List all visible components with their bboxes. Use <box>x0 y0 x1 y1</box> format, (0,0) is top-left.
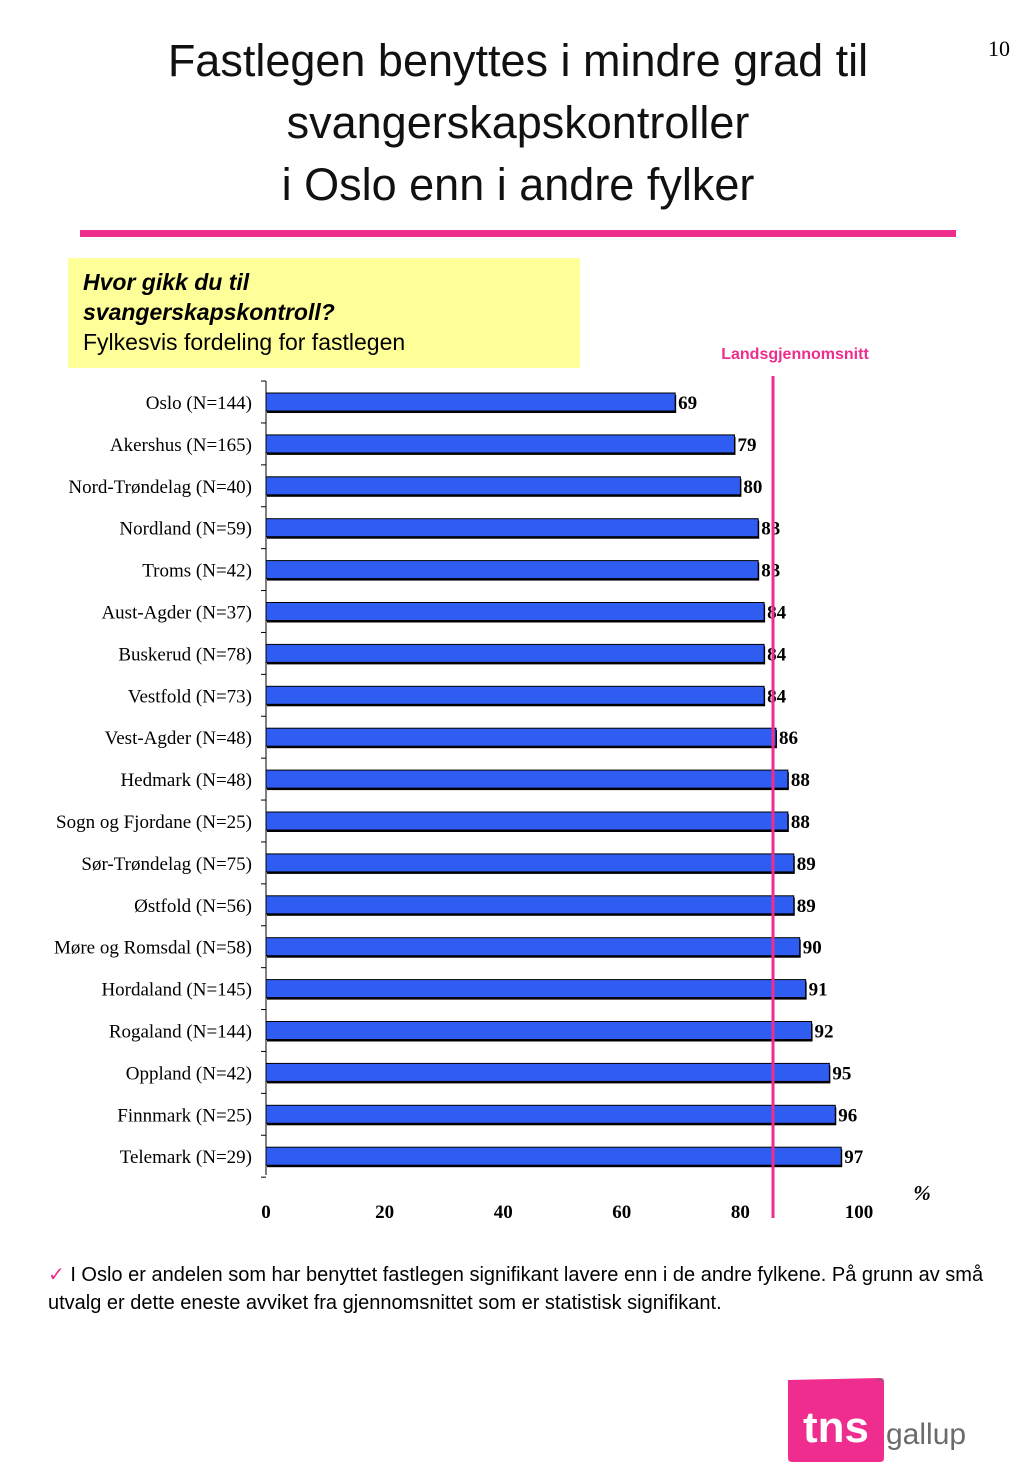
bar <box>265 937 801 957</box>
bar <box>265 769 789 789</box>
bar <box>265 811 789 831</box>
x-tick-label: 80 <box>731 1202 750 1223</box>
tns-gallup-logo: tns gallup ™ <box>788 1377 966 1462</box>
bar <box>265 1062 830 1082</box>
data-label: 84 <box>767 686 787 707</box>
x-tick-label: 60 <box>612 1202 631 1223</box>
question-subtitle: Fylkesvis fordeling for fastlegen <box>83 329 406 355</box>
category-label: Vestfold (N=73) <box>128 686 252 707</box>
x-tick-label: 0 <box>261 1202 271 1223</box>
x-tick-label: 20 <box>375 1202 394 1223</box>
data-label: 92 <box>815 1022 834 1043</box>
data-label: 84 <box>767 644 787 665</box>
category-label: Sør-Trøndelag (N=75) <box>81 854 252 875</box>
category-label: Telemark (N=29) <box>120 1147 252 1168</box>
data-label: 97 <box>844 1147 864 1168</box>
x-tick-label: 40 <box>494 1202 513 1223</box>
title-divider <box>80 230 956 237</box>
category-label: Akershus (N=165) <box>110 435 252 456</box>
category-label: Nord-Trøndelag (N=40) <box>68 477 252 498</box>
data-label: 86 <box>779 728 798 749</box>
category-label: Oppland (N=42) <box>126 1063 252 1084</box>
category-label: Hedmark (N=48) <box>120 770 252 791</box>
title-line-1: Fastlegen benyttes i mindre grad til <box>167 35 869 86</box>
data-label: 84 <box>767 603 787 624</box>
category-label: Buskerud (N=78) <box>118 644 252 665</box>
bar <box>265 1021 813 1040</box>
data-label: 83 <box>761 561 780 582</box>
bar <box>265 979 807 999</box>
category-label: Aust-Agder (N=37) <box>101 603 252 624</box>
x-tick-label: 100 <box>845 1202 874 1223</box>
category-label: Nordland (N=59) <box>119 519 252 540</box>
question-box: Hvor gikk du til svangerskapskontroll? F… <box>68 258 580 368</box>
data-label: 90 <box>803 938 822 959</box>
bar <box>265 1146 842 1166</box>
data-label: 83 <box>761 519 780 540</box>
bar <box>265 602 765 621</box>
bar <box>265 518 759 538</box>
category-label: Sogn og Fjordane (N=25) <box>56 812 252 833</box>
data-label: 95 <box>832 1063 851 1084</box>
data-label: 89 <box>797 854 816 875</box>
data-label: 79 <box>737 435 756 456</box>
page-number: 10 <box>988 36 1010 61</box>
category-label: Møre og Romsdal (N=58) <box>54 938 252 959</box>
data-label: 88 <box>791 812 810 833</box>
checkmark-icon: ✓ <box>48 1264 65 1286</box>
tick-labels: 0 20 40 60 80 100 <box>261 1202 873 1223</box>
question-line-1: Hvor gikk du til <box>83 269 250 295</box>
logo-trademark: ™ <box>876 1377 884 1386</box>
x-axis-unit: % <box>913 1181 931 1205</box>
category-label: Vest-Agder (N=48) <box>105 728 252 749</box>
bar-chart: Oslo (N=144) Akershus (N=165) Nord-Trøndel… <box>54 376 931 1223</box>
category-label: Troms (N=42) <box>142 561 252 582</box>
category-label: Hordaland (N=145) <box>101 980 252 1001</box>
bar <box>265 560 759 580</box>
data-label: 80 <box>743 477 762 498</box>
category-label: Østfold (N=56) <box>134 896 252 917</box>
footnote-text: I Oslo er andelen som har benyttet fastl… <box>48 1264 984 1314</box>
title-line-2: svangerskapskontroller <box>286 97 750 148</box>
bar <box>265 643 765 663</box>
data-label: 89 <box>797 896 816 917</box>
data-label: 91 <box>809 980 828 1001</box>
page-title: Fastlegen benyttes i mindre grad til sva… <box>60 30 976 216</box>
bar <box>265 895 795 915</box>
footnote: ✓ I Oslo er andelen som har benyttet fas… <box>48 1261 988 1317</box>
category-labels: Oslo (N=144) Akershus (N=165) Nord-Trøndel… <box>54 393 252 1168</box>
category-label: Oslo (N=144) <box>146 393 252 414</box>
logo-word: gallup <box>886 1418 966 1451</box>
bar <box>265 727 777 747</box>
bar <box>265 1104 836 1124</box>
title-line-3: i Oslo enn i andre fylker <box>281 159 755 210</box>
value-labels: 69 79 80 83 83 84 84 84 86 88 88 89 89 90 91 92 95 96 97 <box>678 393 864 1168</box>
axes <box>261 380 267 1178</box>
data-label: 96 <box>838 1105 857 1126</box>
question-line-2: svangerskapskontroll? <box>83 299 335 325</box>
logo-mark-shape <box>788 1378 884 1462</box>
bar <box>265 434 735 454</box>
bar <box>265 685 765 705</box>
bar <box>265 392 676 412</box>
average-label: Landsgjennomsnitt <box>721 346 869 363</box>
bar <box>265 476 741 496</box>
logo-mark-text: tns <box>803 1403 869 1452</box>
bars <box>265 392 843 1168</box>
data-label: 69 <box>678 393 697 414</box>
category-label: Rogaland (N=144) <box>109 1022 252 1043</box>
category-label: Finnmark (N=25) <box>117 1105 252 1126</box>
data-label: 88 <box>791 770 810 791</box>
bar <box>265 853 795 873</box>
